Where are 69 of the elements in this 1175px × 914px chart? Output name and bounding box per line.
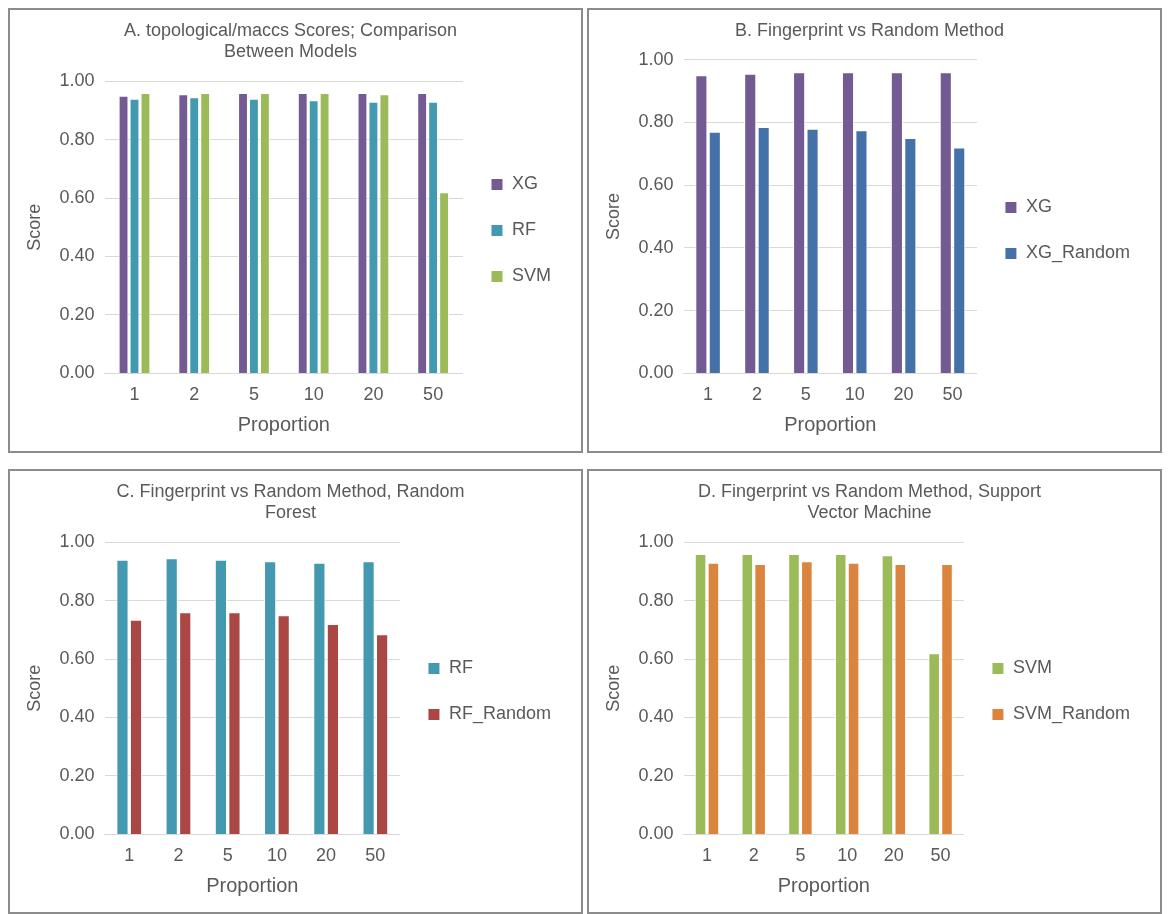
y-tick-label: 0.60 [638, 174, 674, 195]
x-tick-label: 1 [124, 845, 135, 866]
x-tick-label: 1 [701, 845, 712, 866]
y-tick-label: 1.00 [59, 531, 95, 552]
legend-label: SVM [511, 265, 552, 286]
x-axis-title: Proportion [784, 412, 877, 435]
x-tick-label: 10 [266, 845, 287, 866]
x-axis-title: Proportion [237, 412, 330, 435]
y-tick-label: 0.80 [59, 128, 95, 149]
x-tick-label: 2 [189, 384, 200, 405]
x-tick-label: 2 [751, 384, 762, 405]
x-tick-label: 5 [800, 384, 811, 405]
x-tick-label: 50 [930, 845, 951, 866]
y-tick-label: 0.80 [59, 589, 95, 610]
legend-label: RF [511, 219, 536, 240]
chart-title: A. topological/maccs Scores; Comparison Between Models [123, 19, 458, 62]
y-tick-label: 0.20 [638, 764, 674, 785]
legend-label: SVM_Random [1012, 703, 1131, 725]
legend-label: XG [511, 173, 539, 194]
y-tick-label: 0.40 [638, 236, 674, 257]
x-axis-title: Proportion [777, 873, 870, 896]
y-tick-label: 0.20 [59, 764, 95, 785]
y-tick-label: 1.00 [59, 70, 95, 91]
y-tick-label: 0.80 [638, 111, 674, 132]
x-tick-label: 20 [893, 384, 914, 405]
x-tick-label: 10 [837, 845, 858, 866]
y-tick-label: 0.20 [59, 303, 95, 324]
x-tick-label: 5 [795, 845, 806, 866]
x-tick-label: 50 [942, 384, 963, 405]
x-tick-label: 1 [703, 384, 714, 405]
chart-title: D. Fingerprint vs Random Method, Support Vector Machine [697, 480, 1042, 523]
y-tick-label: 0.00 [59, 362, 95, 383]
legend-label: RF_Random [448, 703, 552, 725]
x-tick-label: 50 [423, 384, 444, 405]
legend-label: XG [1025, 196, 1052, 217]
y-tick-label: 0.60 [59, 187, 95, 208]
y-axis-title: Score [602, 664, 623, 712]
x-tick-label: 2 [748, 845, 759, 866]
y-axis-title: Score [602, 192, 623, 241]
x-tick-label: 20 [363, 384, 384, 405]
y-tick-label: 0.80 [638, 589, 674, 610]
x-tick-label: 10 [303, 384, 324, 405]
y-tick-label: 0.00 [59, 823, 95, 844]
y-tick-label: 0.40 [59, 706, 95, 727]
y-axis-title: Score [23, 664, 44, 712]
x-tick-label: 5 [248, 384, 259, 405]
x-tick-label: 1 [129, 384, 140, 405]
x-tick-label: 10 [844, 384, 865, 405]
y-tick-label: 0.60 [638, 648, 674, 669]
legend-label: SVM [1012, 657, 1052, 678]
chart-title: C. Fingerprint vs Random Method, Random Forest [116, 480, 465, 523]
y-tick-label: 1.00 [638, 48, 674, 69]
legend-label: XG_Random [1025, 242, 1131, 264]
legend-label: RF [448, 657, 473, 678]
y-axis-title: Score [23, 203, 44, 251]
x-tick-label: 20 [883, 845, 904, 866]
x-tick-label: 2 [173, 845, 184, 866]
chart-title: B. Fingerprint vs Random Method [734, 19, 1005, 40]
y-tick-label: 0.00 [638, 823, 674, 844]
x-axis-title: Proportion [206, 873, 299, 896]
x-tick-label: 20 [316, 845, 337, 866]
x-tick-label: 50 [365, 845, 386, 866]
y-tick-label: 1.00 [638, 531, 674, 552]
y-tick-label: 0.40 [638, 706, 674, 727]
y-tick-label: 0.00 [638, 362, 674, 383]
x-tick-label: 5 [222, 845, 233, 866]
y-tick-label: 0.40 [59, 245, 95, 266]
y-tick-label: 0.60 [59, 648, 95, 669]
y-tick-label: 0.20 [638, 299, 674, 320]
